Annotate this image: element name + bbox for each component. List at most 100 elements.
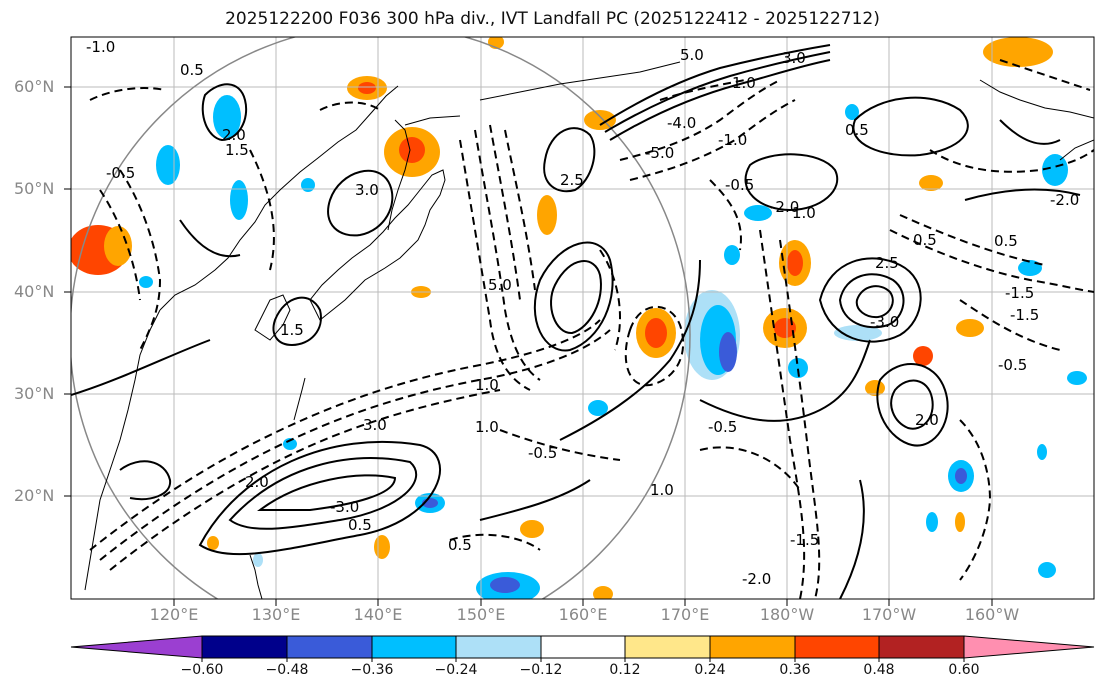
contour-label: 2.0 <box>245 473 269 491</box>
lat-label: 30°N <box>14 384 55 403</box>
shade-blob <box>788 358 808 378</box>
shade-blob <box>230 180 248 220</box>
contour-label: 3.0 <box>355 181 379 199</box>
lat-label: 50°N <box>14 179 55 198</box>
shade-blob <box>584 110 616 130</box>
contour-label: 0.5 <box>348 516 372 534</box>
shade-blob <box>213 95 241 139</box>
lon-label: 150°E <box>456 605 506 624</box>
shade-blob <box>774 318 796 338</box>
contour-label: -1.0 <box>718 131 747 149</box>
contour-label: -5.0 <box>645 144 674 162</box>
contour-label: 0.5 <box>994 232 1018 250</box>
shade-blob <box>301 178 315 192</box>
shade-blob <box>156 145 180 185</box>
solid-contours <box>71 44 1081 599</box>
shade-blob <box>955 468 967 484</box>
lon-label: 170°W <box>861 605 917 624</box>
contour-label: 1.0 <box>792 204 816 222</box>
contour-label: 0.5 <box>448 536 472 554</box>
shade-blob <box>1067 371 1087 385</box>
colorbar-tick-label: −0.48 <box>265 662 309 678</box>
colorbar-tick-label: 0.36 <box>779 662 811 678</box>
contour-label: 5.0 <box>680 46 704 64</box>
lon-label: 170°E <box>660 605 710 624</box>
contour-label: 1.5 <box>280 321 304 339</box>
shade-blob <box>253 553 263 567</box>
shade-blob <box>645 318 667 348</box>
contour-labels: -1.0 1.5 -0.5 2.0 1.0 3.0 -2.0 -3.0 5.0 … <box>86 38 1079 588</box>
dashed-contours <box>89 59 1094 599</box>
lon-label: 140°E <box>353 605 403 624</box>
shade-blob <box>490 577 520 593</box>
shade-blob <box>1018 260 1042 276</box>
contour-label: 5.0 <box>488 276 512 294</box>
shade-blob <box>139 276 153 288</box>
contour-label: -2.0 <box>770 198 799 216</box>
shade-blob <box>834 325 882 341</box>
colorbar-segment <box>540 635 626 659</box>
shade-blob <box>374 535 390 559</box>
shade-blob <box>744 205 772 221</box>
shade-blob <box>956 319 984 337</box>
colorbar-segment <box>371 635 457 659</box>
lon-label: 160°E <box>558 605 608 624</box>
map-title: 2025122200 F036 300 hPa div., IVT Landfa… <box>225 9 880 29</box>
contour-label: 1.0 <box>650 481 674 499</box>
colorbar-tick-label: 0.48 <box>863 662 895 678</box>
shade-blob <box>919 175 943 191</box>
lat-label: 20°N <box>14 486 55 505</box>
colorbar-tick-label: 0.60 <box>948 662 980 678</box>
lon-label: 160°W <box>964 605 1020 624</box>
axis-ticks <box>64 86 993 606</box>
lat-label: 60°N <box>14 77 55 96</box>
colorbar-tick-label: 0.12 <box>609 662 641 678</box>
contour-label: -4.0 <box>667 114 696 132</box>
contour-label: -0.5 <box>725 176 754 194</box>
shade-blob <box>1038 562 1056 578</box>
colorbar-tick-label: −0.36 <box>350 662 394 678</box>
colorbar-tick-label: −0.24 <box>434 662 478 678</box>
shade-blob <box>865 380 885 396</box>
contour-label: 1.0 <box>475 418 499 436</box>
contour-label: -1.0 <box>86 38 115 56</box>
shade-blob <box>207 536 219 550</box>
shade-blob <box>104 226 132 266</box>
landfall-region-circle <box>71 37 691 599</box>
contour-label: 2.0 <box>222 126 246 144</box>
contour-label: 2.5 <box>560 171 584 189</box>
contour-label: -2.0 <box>1050 191 1079 209</box>
shade-blob <box>593 586 613 599</box>
colorbar-segment <box>286 635 373 659</box>
shade-blob <box>537 195 557 235</box>
colorbar <box>70 635 1095 662</box>
contour-label: -0.5 <box>708 418 737 436</box>
shade-blob <box>520 520 544 538</box>
shade-blob <box>719 332 737 372</box>
shade-blob <box>588 400 608 416</box>
contour-label: -3.0 <box>870 313 899 331</box>
shade-blob <box>787 250 803 276</box>
contour-label: 0.5 <box>180 61 204 79</box>
colorbar-segment <box>455 635 542 659</box>
contour-label: 1.0 <box>475 376 499 394</box>
contour-label: -0.5 <box>528 444 557 462</box>
colorbar-segment <box>794 635 880 659</box>
contour-label: -1.5 <box>790 531 819 549</box>
contour-label: 0.5 <box>913 231 937 249</box>
contour-label: -3.0 <box>330 498 359 516</box>
contour-label: -1.5 <box>1005 284 1034 302</box>
colorbar-tick-label: 0.24 <box>694 662 726 678</box>
contour-label: -2.0 <box>742 570 771 588</box>
contour-label: -0.5 <box>106 164 135 182</box>
map-plot-area: -1.0 1.5 -0.5 2.0 1.0 3.0 -2.0 -3.0 5.0 … <box>71 37 1094 599</box>
contour-label: 1.5 <box>225 141 249 159</box>
colorbar-tick-label: −0.60 <box>180 662 224 678</box>
colorbar-min-extend <box>70 635 203 659</box>
colorbar-segment <box>878 635 965 659</box>
lat-label: 40°N <box>14 282 55 301</box>
colorbar-tick-label: −0.12 <box>519 662 563 678</box>
colorbar-max-extend <box>963 635 1095 659</box>
lon-label: 180°W <box>759 605 815 624</box>
